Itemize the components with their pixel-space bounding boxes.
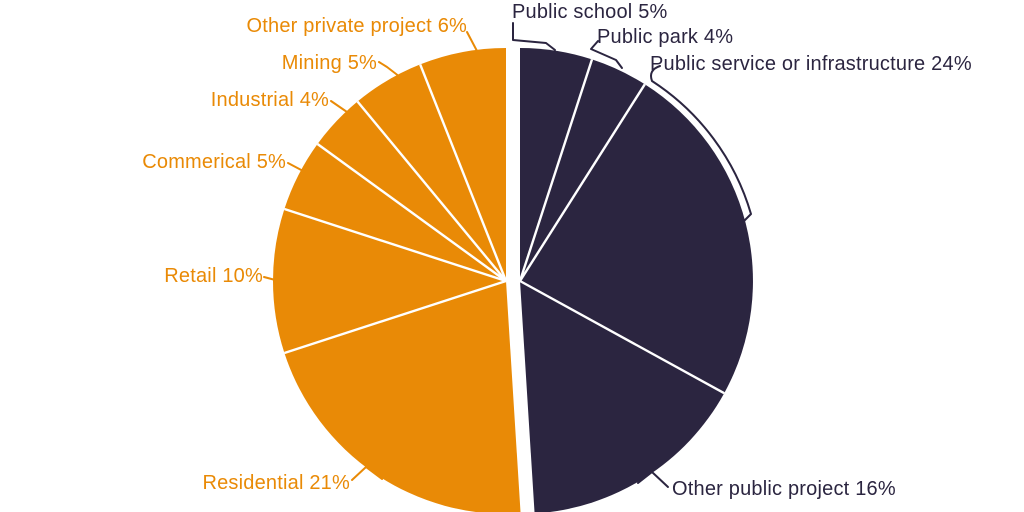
label-unit: % [359,52,377,74]
slice-separator [518,83,646,282]
pie-slice-public-service-or-infrastructure [520,84,753,394]
label-text: Mining [281,52,342,74]
label-text: Residential [202,472,304,494]
label-value: 10 [222,265,246,287]
label-text: Other public project [672,478,850,500]
pie-slice-retail [272,209,506,353]
label-public-school: Public school 5% [512,0,668,24]
pie-slice-residential [284,281,521,512]
label-unit: % [311,89,329,111]
label-value: 21 [309,472,333,494]
label-public-park: Public park 4% [597,25,733,49]
label-text: Retail [164,265,217,287]
label-unit: % [877,478,896,500]
label-value: 4 [703,26,716,48]
label-text: Public service or infrastructure [650,53,926,75]
pie-slice-other-private-project [420,48,506,281]
leader-residential [351,466,383,481]
label-value: 5 [638,1,650,23]
leader-other-public-project [637,471,669,488]
label-text: Public park [597,26,699,48]
label-unit: % [649,1,668,23]
label-public-service-or-infrastructure: Public service or infrastructure 24% [650,52,972,76]
leader-public-service-or-infrastructure [650,65,752,223]
pie-slice-mining [357,64,506,282]
slice-separator [284,279,507,355]
leader-other-private-project [466,31,478,52]
slice-separator [284,207,507,283]
label-text: Industrial [210,89,294,111]
slice-separator [356,100,507,282]
label-residential: Residential 21% [202,471,350,495]
slice-separator [419,63,508,282]
label-unit: % [449,15,467,37]
leader-public-park [590,40,623,69]
pie-slice-industrial [317,101,506,281]
label-value: 16 [855,478,878,500]
pie-slice-commerical [284,144,506,281]
label-retail: Retail 10% [164,264,263,288]
label-value: 4 [299,89,312,111]
leader-mining [378,61,401,78]
pie-slice-other-public-project [520,281,725,512]
label-other-private-project: Other private project 6% [247,14,467,38]
leader-public-school [512,22,556,51]
label-value: 5 [347,52,360,74]
label-value: 24 [931,53,954,75]
slice-separator [519,279,725,395]
leader-industrial [330,100,348,113]
label-industrial: Industrial 4% [211,88,329,112]
slice-separator [518,59,594,282]
leader-retail [263,276,280,282]
label-text: Public school [512,1,633,23]
label-other-public-project: Other public project 16% [672,477,896,501]
label-text: Commerical [142,151,251,173]
label-mining: Mining 5% [282,51,377,75]
label-unit: % [245,265,263,287]
label-unit: % [268,151,286,173]
pie-slice-public-park [520,59,645,282]
label-unit: % [953,53,972,75]
label-value: 5 [256,151,269,173]
label-commerical: Commerical 5% [142,150,286,174]
label-unit: % [715,26,734,48]
label-text: Other private project [246,15,432,37]
label-value: 6 [437,15,450,37]
leader-commerical [287,162,306,173]
slice-separator [316,143,507,282]
label-unit: % [332,472,350,494]
